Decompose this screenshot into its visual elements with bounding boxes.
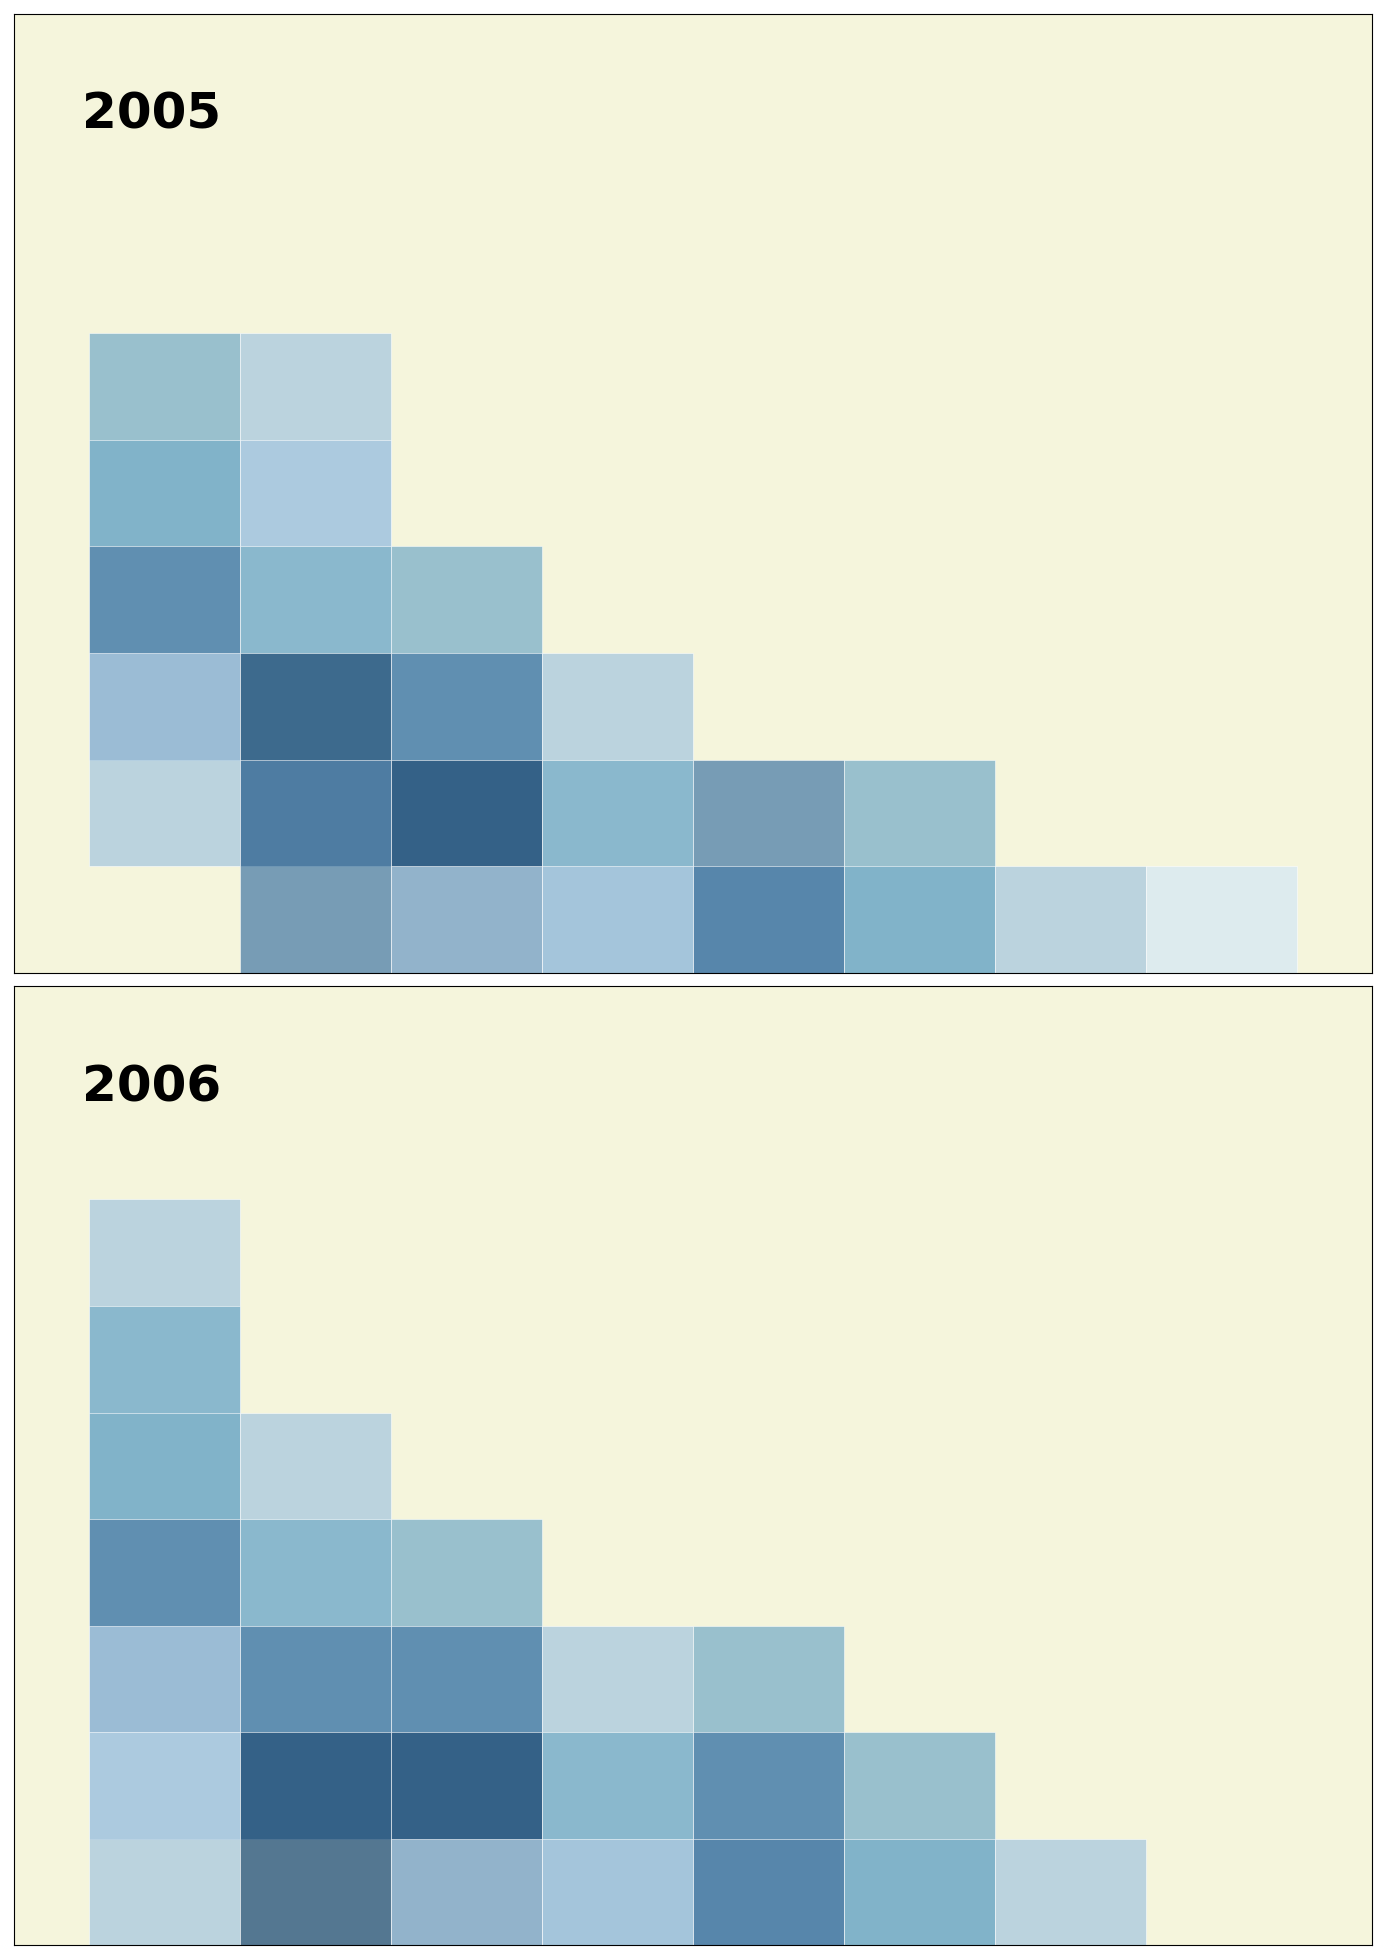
Bar bbox=[693, 760, 844, 972]
Bar bbox=[542, 652, 693, 866]
Bar bbox=[391, 1732, 542, 1945]
Text: 2006: 2006 bbox=[82, 1064, 220, 1111]
Bar bbox=[391, 547, 542, 760]
Bar bbox=[391, 1518, 542, 1732]
Bar bbox=[693, 1626, 844, 1840]
Bar bbox=[89, 1626, 240, 1840]
Bar bbox=[240, 1626, 391, 1840]
Bar bbox=[391, 652, 542, 866]
Bar bbox=[844, 760, 995, 972]
Bar bbox=[844, 866, 995, 1079]
Bar bbox=[89, 1199, 240, 1412]
Bar bbox=[844, 1732, 995, 1945]
Bar bbox=[693, 1732, 844, 1945]
Bar bbox=[1146, 866, 1297, 1079]
Bar bbox=[89, 333, 240, 547]
Bar bbox=[542, 760, 693, 972]
Bar bbox=[89, 547, 240, 760]
Bar bbox=[542, 1626, 693, 1840]
Text: 2005: 2005 bbox=[82, 90, 220, 139]
Bar bbox=[542, 1732, 693, 1945]
Bar bbox=[391, 1626, 542, 1840]
Bar bbox=[391, 1840, 542, 1959]
Bar bbox=[240, 1732, 391, 1945]
Bar bbox=[89, 1307, 240, 1518]
Bar bbox=[240, 760, 391, 972]
Bar bbox=[89, 441, 240, 652]
Bar bbox=[240, 652, 391, 866]
Bar bbox=[240, 441, 391, 652]
Bar bbox=[542, 1840, 693, 1959]
Bar bbox=[693, 1840, 844, 1959]
Bar bbox=[89, 1412, 240, 1626]
Bar bbox=[995, 866, 1146, 1079]
Bar bbox=[240, 1412, 391, 1626]
Bar bbox=[240, 1518, 391, 1732]
Bar bbox=[240, 333, 391, 547]
Bar bbox=[391, 866, 542, 1079]
Bar bbox=[693, 866, 844, 1079]
Bar bbox=[89, 652, 240, 866]
Bar bbox=[240, 547, 391, 760]
Bar bbox=[391, 760, 542, 972]
Bar bbox=[89, 1732, 240, 1945]
Bar bbox=[542, 866, 693, 1079]
Bar bbox=[844, 1840, 995, 1959]
Bar bbox=[995, 1840, 1146, 1959]
Bar bbox=[89, 1518, 240, 1732]
